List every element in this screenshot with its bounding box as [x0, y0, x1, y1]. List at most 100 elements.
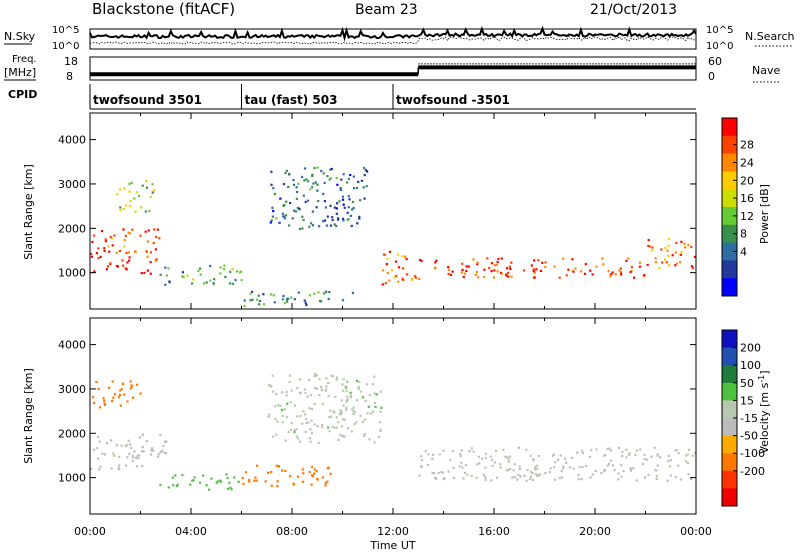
echo-cell: [690, 245, 693, 249]
echo-cell: [590, 449, 593, 452]
echo-cell: [553, 265, 556, 268]
echo-cell: [150, 449, 153, 452]
echo-cell: [386, 257, 389, 260]
echo-cell: [308, 437, 311, 440]
echo-cell: [373, 375, 376, 378]
colorbar-tick-label: 50: [740, 377, 754, 390]
echo-cell: [322, 172, 325, 175]
echo-cell: [144, 230, 147, 233]
echo-cell: [635, 479, 638, 482]
echo-cell: [111, 244, 114, 247]
echo-cell: [129, 387, 132, 390]
echo-cell: [90, 252, 93, 255]
echo-cell: [311, 224, 314, 227]
echo-cell: [289, 201, 292, 205]
echo-cell: [345, 386, 348, 389]
echo-cell: [335, 224, 338, 228]
echo-cell: [113, 234, 116, 237]
echo-cell: [286, 402, 289, 405]
echo-cell: [281, 469, 284, 472]
echo-cell: [268, 413, 271, 416]
echo-cell: [402, 278, 405, 281]
x-tick-label: 00:00: [680, 525, 712, 538]
echo-cell: [285, 214, 288, 217]
echo-cell: [447, 470, 450, 473]
echo-cell: [228, 282, 231, 285]
echo-cell: [226, 477, 229, 480]
echo-cell: [329, 177, 332, 180]
echo-cell: [326, 480, 329, 483]
echo-cell: [559, 454, 562, 457]
echo-cell: [449, 273, 453, 276]
echo-cell: [299, 415, 302, 418]
echo-cell: [341, 217, 345, 220]
echo-cell: [507, 275, 510, 278]
echo-cell: [307, 421, 310, 424]
echo-cell: [577, 473, 580, 476]
echo-cell: [650, 249, 653, 252]
echo-cell: [308, 379, 311, 382]
echo-cell: [135, 465, 139, 468]
echo-cell: [308, 294, 312, 297]
echo-cell: [138, 436, 142, 439]
echo-cell: [359, 414, 362, 417]
echo-cell: [544, 472, 547, 475]
echo-cell: [549, 467, 552, 470]
echo-cell: [122, 264, 125, 267]
echo-cell: [360, 179, 363, 182]
echo-cell: [238, 271, 241, 274]
echo-cell: [484, 478, 487, 481]
echo-cell: [340, 178, 343, 181]
echo-cell: [231, 282, 234, 285]
echo-cell: [243, 299, 246, 302]
echo-cell: [131, 454, 134, 457]
echo-cell: [627, 453, 630, 456]
echo-cell: [553, 466, 556, 469]
nave-tick-top: 60: [708, 55, 722, 68]
echo-cell: [310, 465, 314, 468]
echo-cell: [156, 455, 160, 458]
echo-cell: [267, 415, 270, 418]
echo-cell: [137, 194, 140, 197]
echo-cell: [656, 464, 659, 467]
echo-cell: [119, 389, 122, 392]
echo-cell: [273, 193, 276, 196]
echo-cell: [296, 437, 300, 440]
power-panel: 1000 2000 3000 4000 Slant Range [km] 28 24 20…: [22, 112, 771, 310]
echo-cell: [606, 447, 609, 450]
echo-cell: [671, 254, 674, 257]
echo-cell: [643, 457, 646, 461]
echo-cell: [335, 376, 338, 379]
echo-cell: [298, 227, 302, 231]
echo-cell: [305, 418, 308, 421]
echo-cell: [313, 167, 316, 170]
echo-cell: [366, 383, 369, 386]
cpid-segment-label: twofsound 3501: [93, 93, 202, 107]
echo-cell: [677, 464, 680, 467]
echo-cell: [133, 450, 136, 453]
echo-cell: [395, 275, 398, 278]
echo-cell: [175, 485, 178, 488]
echo-cell: [505, 274, 508, 278]
echo-cell: [233, 476, 236, 479]
echo-cell: [106, 265, 110, 268]
echo-cell: [435, 259, 438, 262]
echo-cell: [464, 464, 467, 467]
nsky-trace: [89, 25, 697, 42]
echo-cell: [270, 219, 273, 222]
echo-cell: [463, 471, 467, 474]
echo-cell: [104, 240, 107, 243]
echo-cell: [591, 273, 594, 276]
echo-cell: [333, 411, 336, 414]
echo-cell: [338, 200, 341, 203]
echo-cell: [93, 402, 96, 405]
echo-cell: [127, 439, 130, 442]
echo-cell: [145, 250, 148, 253]
echo-cell: [570, 456, 573, 460]
echo-cell: [149, 195, 152, 199]
echo-cell: [667, 264, 671, 267]
echo-cell: [208, 488, 211, 491]
echo-cell: [507, 469, 510, 472]
echo-cell: [420, 459, 424, 462]
y-tick-label: 2000: [58, 427, 86, 440]
